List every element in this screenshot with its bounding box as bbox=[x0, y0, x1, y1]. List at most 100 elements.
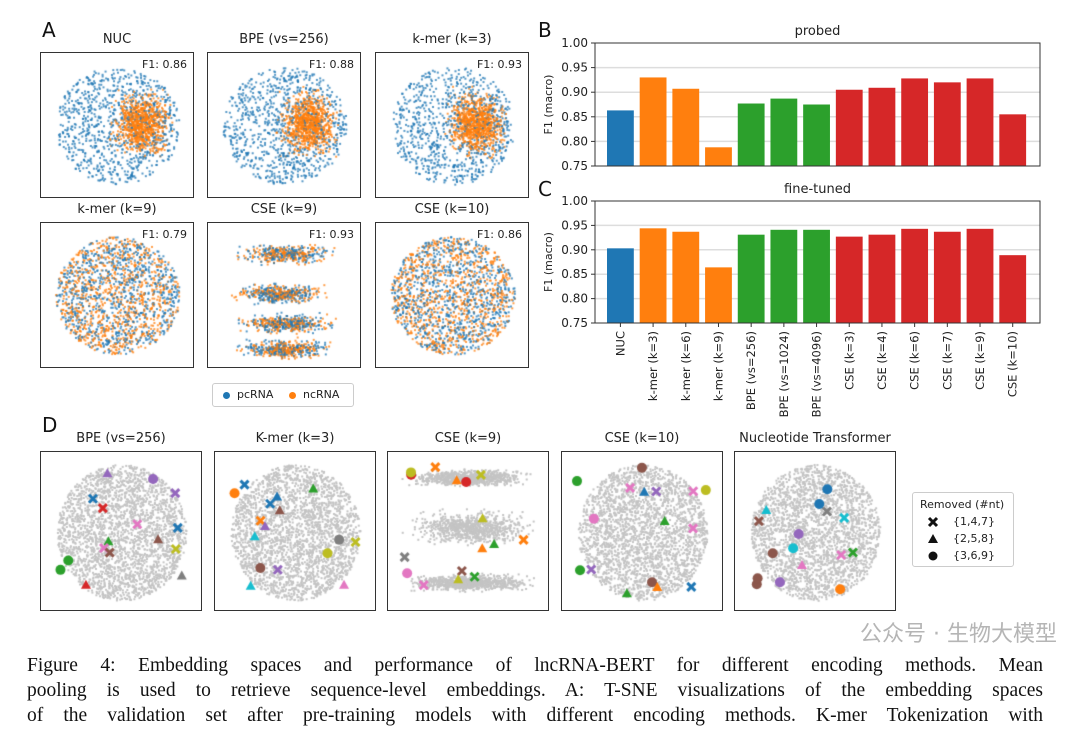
caption-line: of the validation set after pre-training… bbox=[27, 705, 1043, 726]
triangle-marker-icon bbox=[928, 534, 938, 543]
axes-frame bbox=[594, 200, 1041, 324]
bar bbox=[933, 82, 961, 166]
pcrna-marker-icon bbox=[223, 392, 230, 399]
tsne-plot: F1: 0.88 bbox=[207, 52, 361, 198]
y-tick-label: 0.85 bbox=[561, 110, 588, 124]
caption-line: pooling is used to retrieve sequence-lev… bbox=[27, 680, 1043, 701]
chart-title: fine-tuned bbox=[784, 182, 851, 197]
tsne-scatter bbox=[41, 53, 193, 197]
embedding-plot bbox=[561, 451, 723, 611]
bar bbox=[966, 78, 994, 166]
embedding-title: BPE (vs=256) bbox=[76, 431, 166, 446]
x-tick-label: BPE (vs=1024) bbox=[777, 331, 791, 417]
embedding-title: CSE (k=10) bbox=[604, 431, 680, 446]
y-tick-label: 0.75 bbox=[561, 316, 588, 330]
bar bbox=[672, 231, 700, 323]
bar bbox=[737, 103, 765, 166]
bar bbox=[868, 234, 896, 323]
bar bbox=[901, 78, 929, 166]
legend-markers bbox=[927, 516, 939, 561]
legend-title: Removed (#nt) bbox=[920, 498, 1005, 511]
x-tick-label: BPE (vs=4096) bbox=[810, 331, 824, 417]
tsne-plot: F1: 0.86 bbox=[375, 222, 529, 368]
embedding-plot bbox=[734, 451, 896, 611]
ncrna-marker-icon bbox=[289, 392, 296, 399]
caption-line: Figure 4: Embedding spaces and performan… bbox=[27, 655, 1043, 676]
y-tick-label: 1.00 bbox=[561, 194, 588, 208]
x-tick-label: CSE (k=9) bbox=[973, 331, 987, 390]
bar bbox=[901, 228, 929, 323]
axes-frame bbox=[594, 42, 1041, 167]
embedding-title: K-mer (k=3) bbox=[255, 431, 335, 446]
bar-charts: 0.75 0.80 0.85 0.90 0.95 1.00 probed F1 (macro)… bbox=[542, 24, 1041, 417]
tsne-plot: F1: 0.93 bbox=[375, 52, 529, 198]
bar bbox=[835, 89, 863, 166]
bar bbox=[803, 104, 830, 166]
y-tick-label: 0.80 bbox=[561, 134, 588, 148]
y-tick-label: 0.90 bbox=[561, 85, 588, 99]
chart-title: probed bbox=[795, 24, 841, 39]
tsne-scatter bbox=[376, 223, 528, 367]
y-tick-label: 0.75 bbox=[561, 159, 588, 173]
bar bbox=[803, 229, 830, 323]
f1-score: F1: 0.86 bbox=[141, 58, 187, 71]
x-tick-label: CSE (k=3) bbox=[842, 331, 856, 390]
embedding-scatter bbox=[41, 452, 201, 610]
f1-score: F1: 0.86 bbox=[476, 228, 522, 241]
y-tick-label: 1.00 bbox=[561, 36, 588, 50]
cross-marker-icon bbox=[927, 516, 939, 528]
x-tick-label: k-mer (k=3) bbox=[646, 331, 660, 401]
bar bbox=[737, 234, 765, 323]
tsne-scatter bbox=[376, 53, 528, 197]
circle-marker-icon bbox=[928, 551, 938, 561]
panel-label-a: A bbox=[42, 18, 56, 42]
tsne-title: NUC bbox=[102, 32, 132, 47]
watermark: 公众号 · 生物大模型 bbox=[860, 622, 1057, 647]
embedding-plot bbox=[387, 451, 549, 611]
panel-d-legend: Removed (#nt) {1,4,7} {2,5,8} {3,6,9} bbox=[912, 492, 1014, 567]
f1-score: F1: 0.93 bbox=[476, 58, 522, 71]
embedding-scatter bbox=[562, 452, 722, 610]
f1-score: F1: 0.88 bbox=[308, 58, 354, 71]
tsne-plot: F1: 0.79 bbox=[40, 222, 194, 368]
embedding-title: CSE (k=9) bbox=[434, 431, 502, 446]
panel-a-legend: pcRNA ncRNA bbox=[212, 383, 354, 407]
y-axis-label: F1 (macro) bbox=[542, 232, 555, 292]
panel-label-c: C bbox=[538, 177, 552, 201]
bar bbox=[770, 229, 798, 323]
f1-score: F1: 0.93 bbox=[308, 228, 354, 241]
legend-label: {2,5,8} bbox=[953, 532, 995, 545]
x-tick-label: k-mer (k=9) bbox=[711, 331, 725, 401]
embedding-plot bbox=[40, 451, 202, 611]
x-tick-label: CSE (k=6) bbox=[908, 331, 922, 390]
bar bbox=[835, 236, 863, 323]
embedding-title: Nucleotide Transformer bbox=[739, 431, 891, 446]
y-tick-label: 0.85 bbox=[561, 267, 588, 281]
bar bbox=[607, 110, 634, 166]
bar bbox=[705, 267, 732, 323]
x-tick-label: BPE (vs=256) bbox=[744, 331, 758, 410]
tsne-scatter bbox=[41, 223, 193, 367]
tsne-title: k-mer (k=9) bbox=[77, 202, 157, 217]
y-axis-label: F1 (macro) bbox=[542, 75, 555, 135]
embedding-scatter bbox=[388, 452, 548, 610]
bar bbox=[999, 114, 1027, 166]
bar bbox=[770, 98, 798, 166]
y-tick-label: 0.95 bbox=[561, 61, 588, 75]
y-tick-label: 0.95 bbox=[561, 218, 588, 232]
bar bbox=[639, 228, 667, 323]
y-tick-label: 0.80 bbox=[561, 292, 588, 306]
y-tick-label: 0.90 bbox=[561, 243, 588, 257]
tsne-title: CSE (k=10) bbox=[414, 202, 490, 217]
x-tick-label: CSE (k=10) bbox=[1006, 331, 1020, 397]
tsne-scatter bbox=[208, 223, 360, 367]
bar bbox=[672, 88, 700, 166]
bar bbox=[639, 77, 667, 166]
bar bbox=[933, 231, 961, 323]
legend-label: ncRNA bbox=[303, 388, 340, 401]
figure-caption: Figure 4: Embedding spaces and performan… bbox=[27, 653, 1043, 728]
tsne-plot: F1: 0.86 bbox=[40, 52, 194, 198]
legend-label: pcRNA bbox=[237, 388, 274, 401]
embedding-plot bbox=[214, 451, 376, 611]
x-tick-label: k-mer (k=6) bbox=[679, 331, 693, 401]
